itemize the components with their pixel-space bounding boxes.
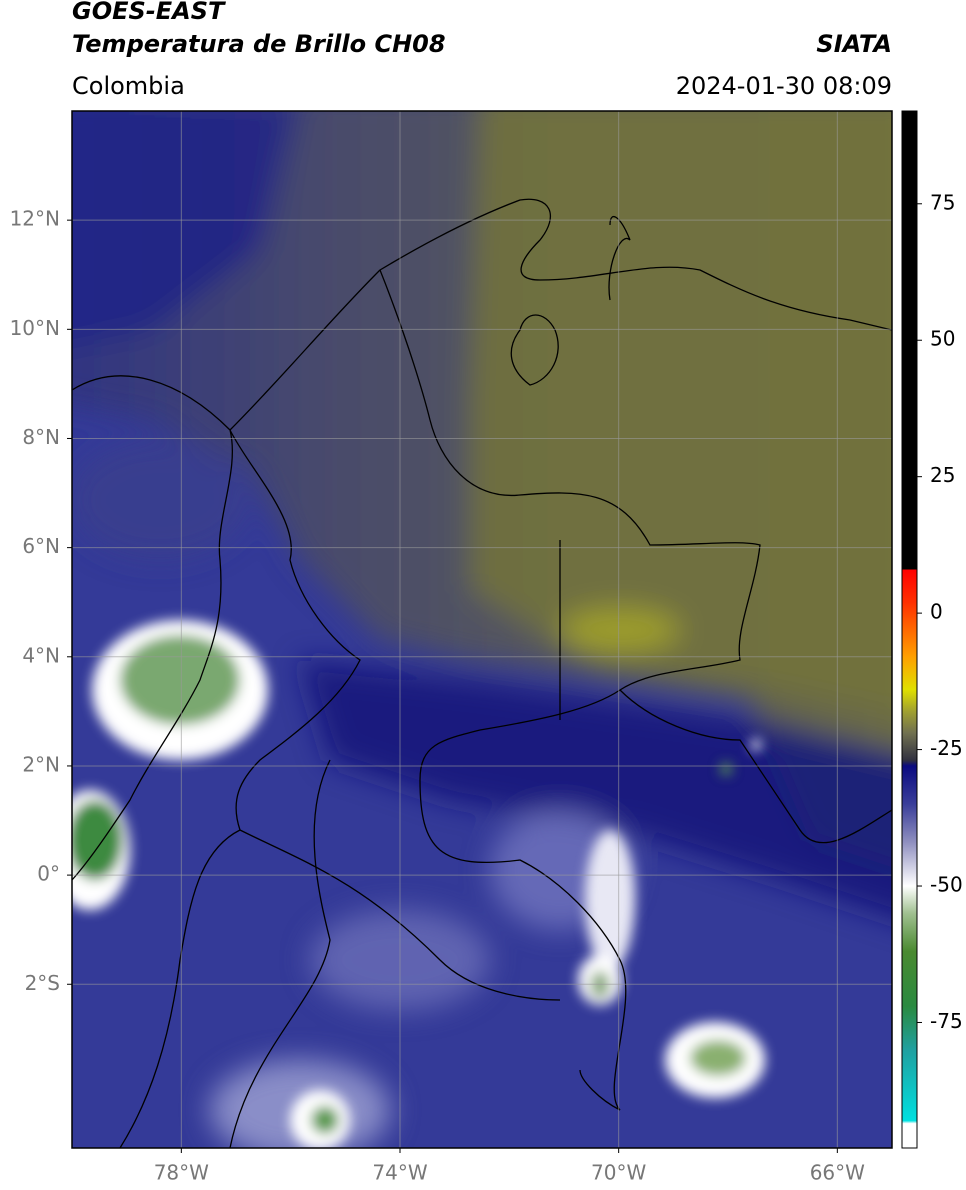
agency: SIATA (816, 30, 892, 58)
colorbar-tick-label: -25 (930, 736, 963, 760)
colorbar-tick-label: 75 (930, 190, 955, 214)
lat-tick-label: 10°N (10, 316, 60, 340)
satellite-title: GOES-EAST (72, 0, 226, 25)
lat-tick-label: 0° (37, 862, 60, 886)
product-title: Temperatura de Brillo CH08 (72, 30, 446, 58)
lon-tick-label: 66°W (810, 1161, 865, 1185)
colorbar-tick-label: -50 (930, 873, 963, 897)
region: Colombia (72, 72, 185, 100)
lat-tick-label: 12°N (10, 207, 60, 231)
lat-tick-label: 4°N (22, 643, 60, 667)
datetime: 2024-01-30 08:09 (676, 72, 892, 100)
colorbar (901, 110, 918, 1149)
satellite-image (72, 111, 892, 1148)
lat-tick-label: 6°N (22, 534, 60, 558)
colorbar-tick-label: -75 (930, 1009, 963, 1033)
lat-tick-label: 2°S (25, 971, 60, 995)
colorbar-tick-label: 25 (930, 463, 955, 487)
colorbar-tick-label: 0 (930, 600, 943, 624)
map-frame (71, 110, 893, 1149)
lon-tick-label: 74°W (372, 1161, 427, 1185)
lon-tick-label: 70°W (591, 1161, 646, 1185)
lat-tick-label: 2°N (22, 752, 60, 776)
colorbar-tick-label: 50 (930, 327, 955, 351)
lon-tick-label: 78°W (154, 1161, 209, 1185)
grid (72, 111, 892, 1148)
lat-tick-label: 8°N (22, 425, 60, 449)
